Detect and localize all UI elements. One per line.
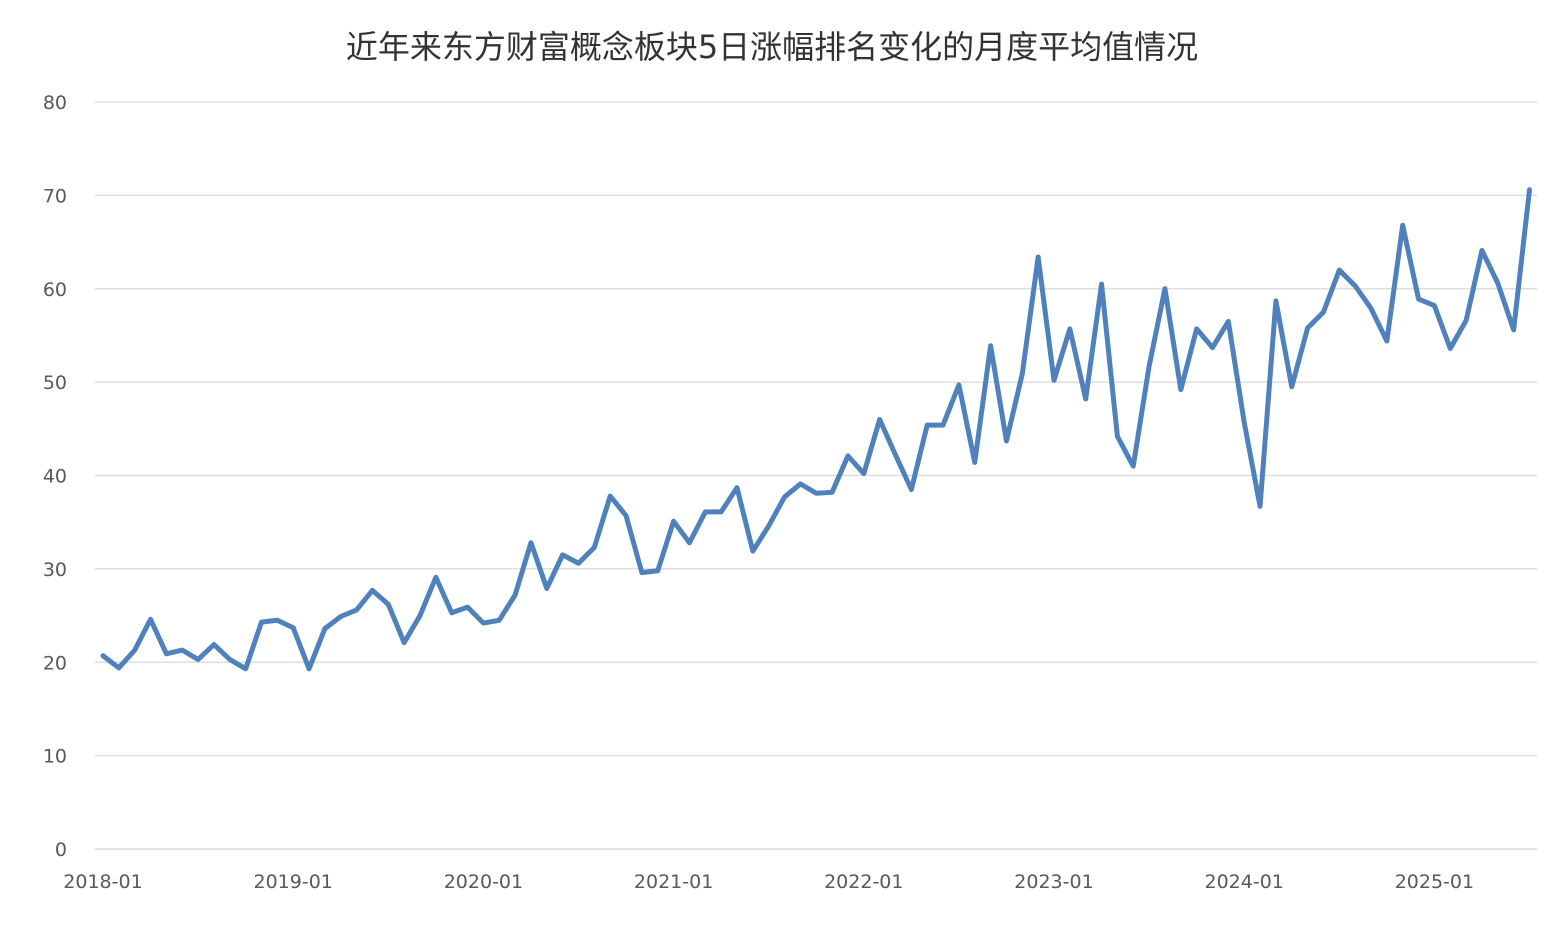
x-tick-label: 2024-01: [1205, 871, 1284, 893]
chart-title: 近年来东方财富概念板块5日涨幅排名变化的月度平均值情况: [346, 28, 1198, 66]
y-tick-label: 70: [43, 185, 67, 207]
series-layer: [100, 187, 1532, 672]
y-tick-label: 40: [43, 466, 67, 488]
x-tick-label: 2021-01: [634, 871, 713, 893]
y-tick-label: 10: [43, 746, 67, 768]
y-tick-label: 50: [43, 372, 67, 394]
x-tick-label: 2023-01: [1014, 871, 1093, 893]
x-tick-label: 2025-01: [1395, 871, 1474, 893]
x-tick-label: 2018-01: [63, 871, 142, 893]
y-tick-label: 60: [43, 279, 67, 301]
series-line: [100, 187, 1532, 672]
y-tick-label: 80: [43, 92, 67, 114]
gridlines: [95, 101, 1537, 850]
x-tick-label: 2020-01: [444, 871, 523, 893]
x-tick-label: 2022-01: [824, 871, 903, 893]
x-axis-ticks: 2018-01 2019-01 2020-01 2021-01 2022-01 2023-…: [63, 871, 1474, 893]
y-tick-label: 30: [43, 559, 67, 581]
y-tick-label: 0: [55, 839, 67, 861]
x-tick-label: 2019-01: [254, 871, 333, 893]
y-axis-ticks: 0 10 20 30 40 50 60 70 80: [43, 92, 67, 861]
y-tick-label: 20: [43, 652, 67, 674]
